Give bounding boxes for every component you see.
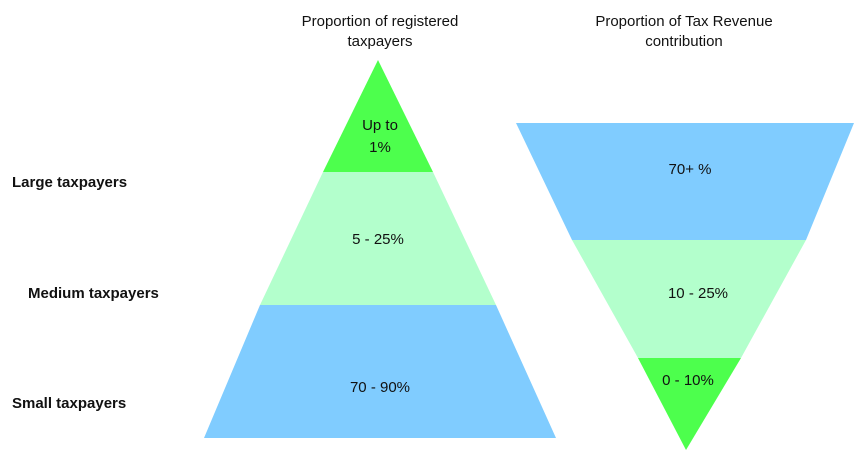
right-middle-segment [572,240,806,358]
segment-label: 70 - 90% [350,379,410,396]
left-bottom-segment [204,305,556,438]
segment-label: 70+ % [669,161,712,178]
segment-label: 5 - 25% [352,231,404,248]
left-middle-segment [260,172,496,305]
left-title: taxpayers [347,33,412,50]
segment-label: 1% [369,139,391,156]
right-top-segment [516,123,854,240]
segment-label: Up to [362,117,398,134]
row-label: Small taxpayers [12,395,126,412]
right-title: contribution [645,33,723,50]
segment-label: 10 - 25% [668,285,728,302]
segment-label: 0 - 10% [662,372,714,389]
right-bottom-segment [638,358,741,450]
left-title: Proportion of registered [302,13,459,30]
row-label: Large taxpayers [12,174,127,191]
row-label: Medium taxpayers [28,285,159,302]
right-title: Proportion of Tax Revenue [595,13,772,30]
left-top-segment [323,60,433,172]
